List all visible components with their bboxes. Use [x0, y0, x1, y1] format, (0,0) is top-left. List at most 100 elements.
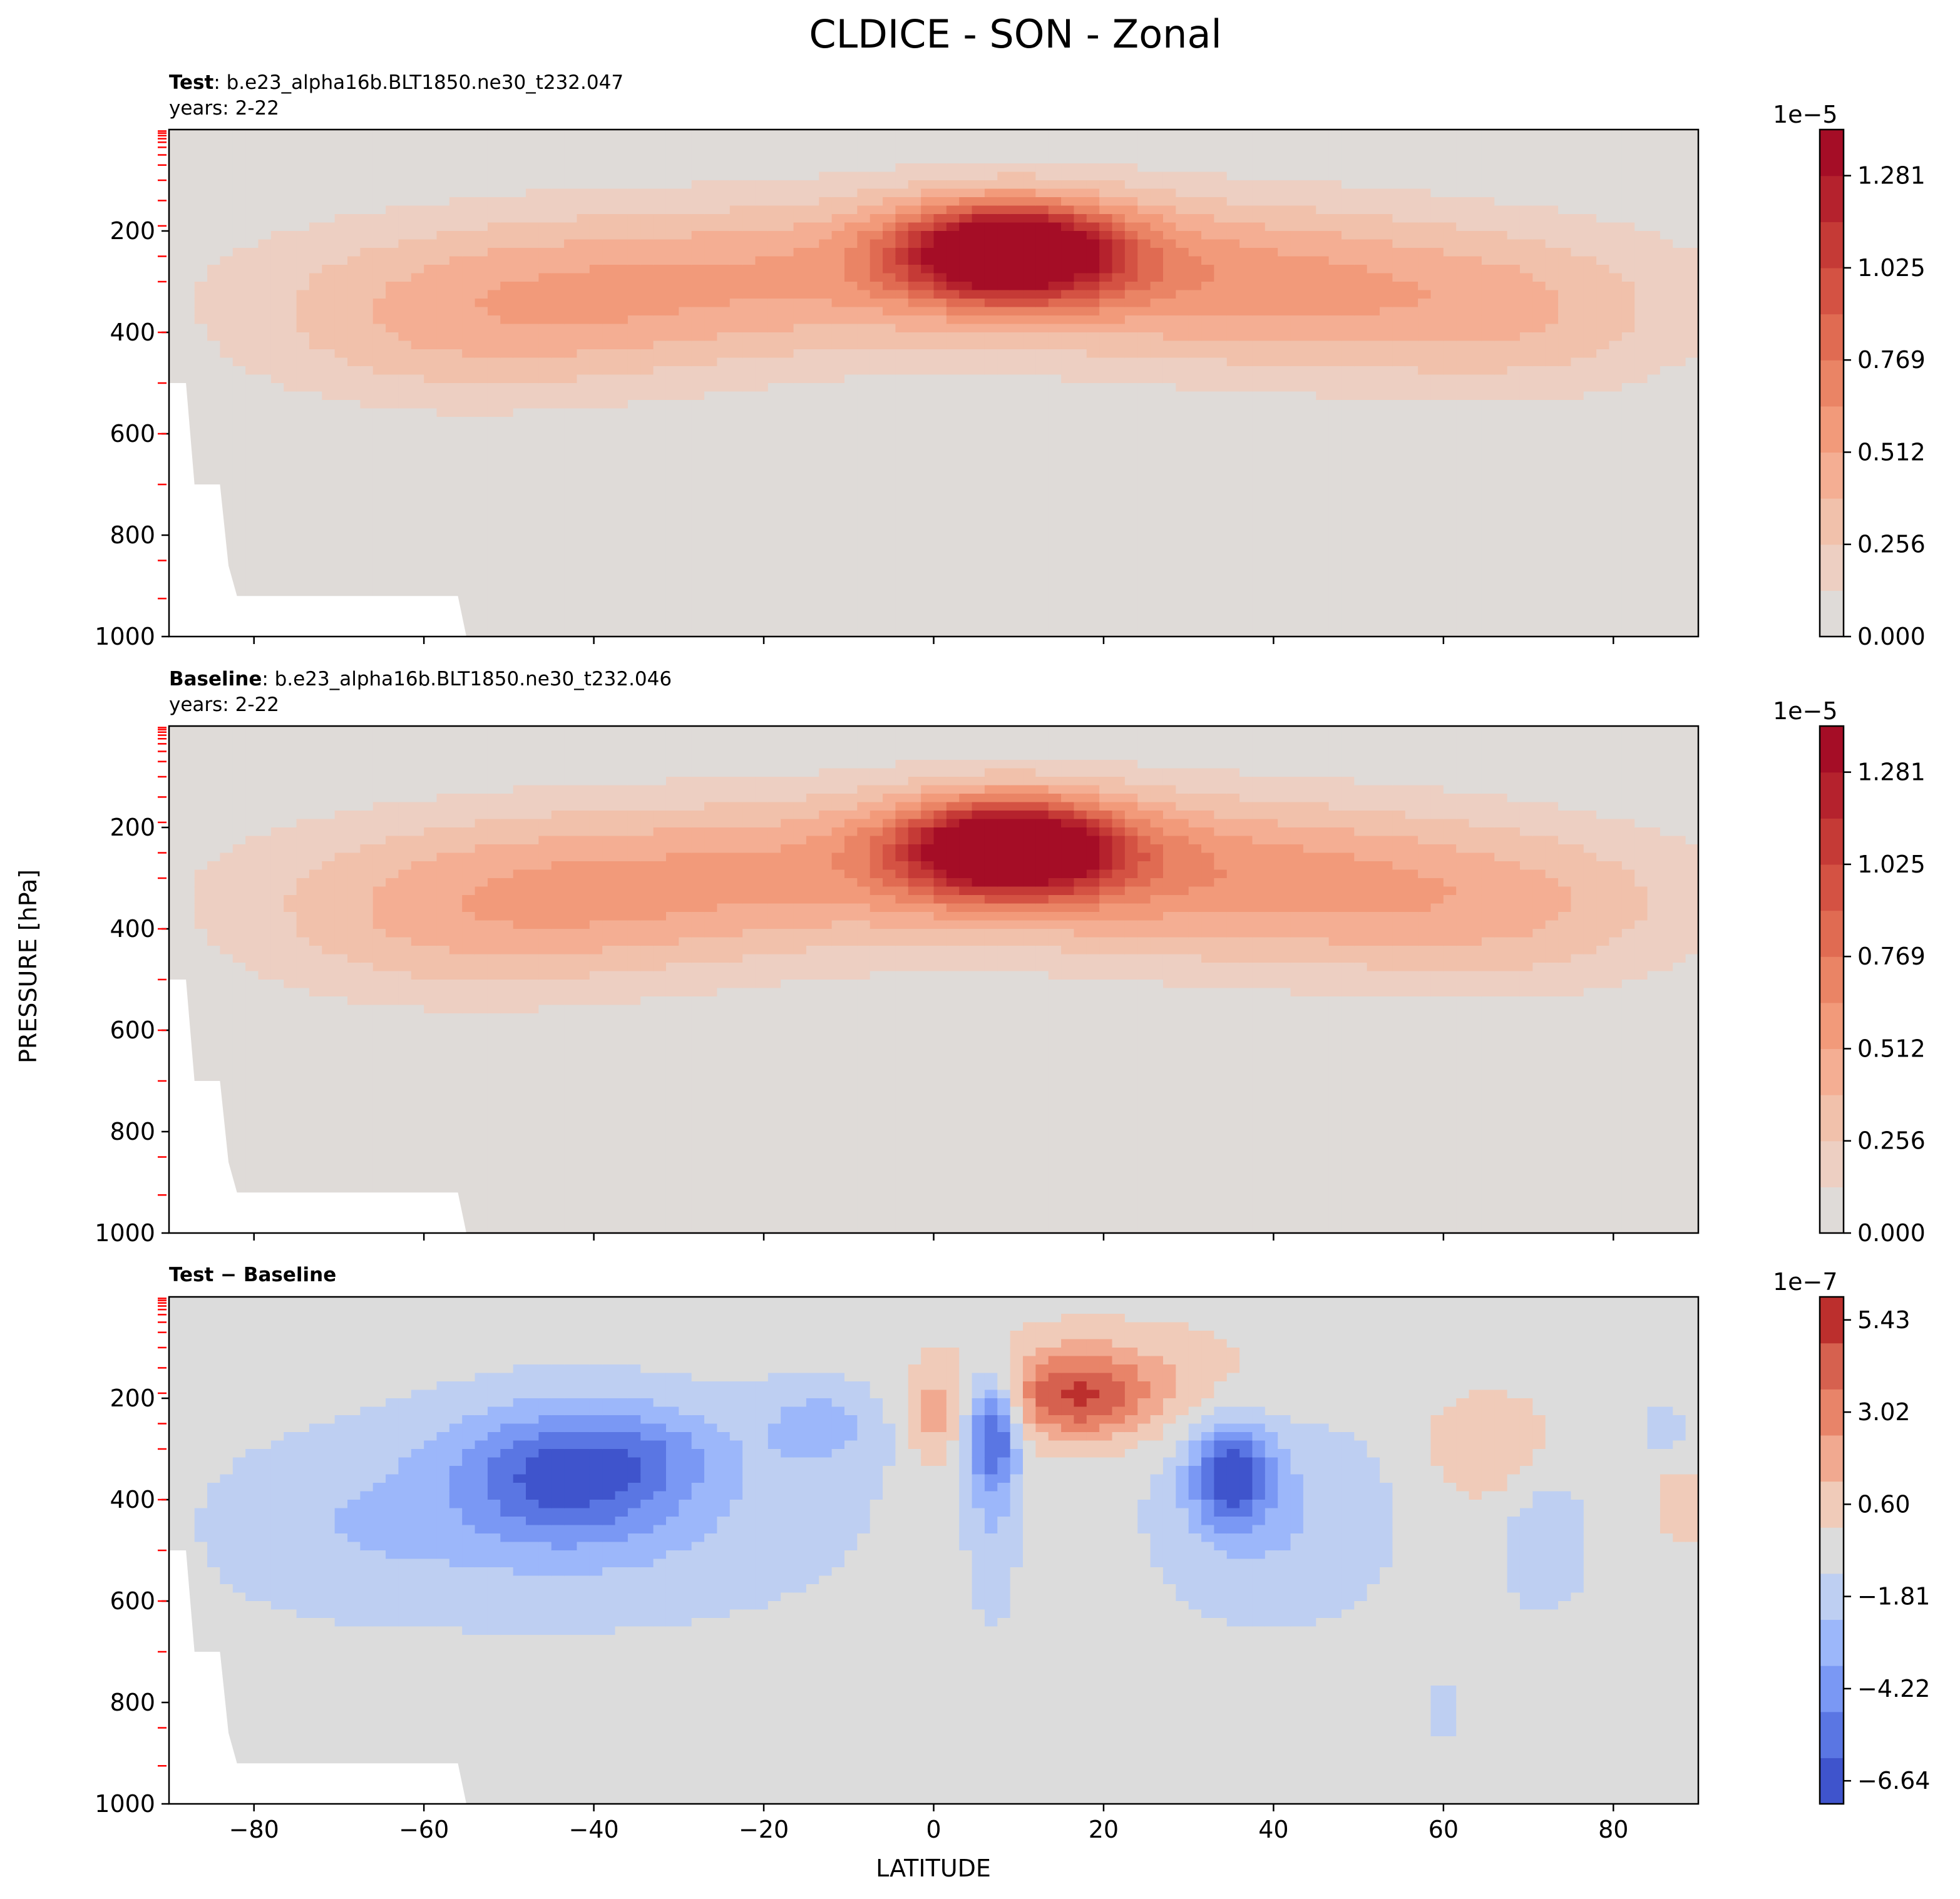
contour-cell: [1010, 299, 1024, 308]
contour-cell: [1112, 315, 1126, 325]
contour-cell: [883, 273, 896, 282]
contour-cell: [1201, 273, 1215, 282]
contour-cell: [526, 366, 540, 376]
contour-cell: [360, 451, 374, 460]
contour-cell: [207, 180, 221, 190]
contour-cell: [997, 628, 1011, 637]
contour-cell: [946, 476, 960, 485]
contour-cell: [997, 222, 1011, 232]
contour-cell: [232, 586, 246, 595]
contour-cell: [806, 205, 820, 215]
contour-cell: [679, 180, 692, 190]
contour-cell: [793, 560, 807, 570]
contour-cell: [704, 374, 718, 384]
contour-cell: [284, 315, 297, 325]
contour-cell: [908, 299, 921, 308]
contour-cell: [908, 324, 921, 333]
contour-cell: [602, 357, 616, 367]
contour-cell: [946, 155, 960, 164]
contour-cell: [462, 222, 476, 232]
contour-cell: [411, 493, 424, 502]
contour-cell: [182, 324, 195, 333]
contour-cell: [207, 146, 221, 156]
contour-cell: [921, 560, 935, 570]
contour-cell: [1099, 290, 1113, 299]
contour-cell: [551, 171, 565, 181]
contour-cell: [564, 324, 578, 333]
contour-cell: [526, 476, 540, 485]
contour-cell: [475, 468, 488, 477]
contour-cell: [232, 535, 246, 545]
contour-cell: [972, 493, 985, 502]
contour-cell: [270, 307, 285, 316]
contour-cell: [475, 256, 488, 265]
contour-cell: [1048, 138, 1062, 147]
contour-cell: [551, 569, 565, 578]
contour-cell: [781, 408, 794, 417]
contour-cell: [806, 163, 820, 173]
contour-cell: [372, 138, 386, 147]
contour-cell: [589, 332, 603, 342]
contour-cell: [577, 543, 590, 553]
contour-cell: [207, 476, 221, 485]
contour-cell: [424, 282, 438, 291]
contour-cell: [806, 256, 820, 265]
contour-cell: [436, 408, 450, 417]
contour-cell: [1112, 222, 1126, 232]
contour-cell: [742, 594, 756, 603]
contour-cell: [411, 383, 424, 392]
contour-cell: [793, 155, 807, 164]
contour-cell: [895, 628, 909, 637]
contour-cell: [538, 383, 552, 392]
contour-cell: [1124, 425, 1139, 434]
contour-cell: [1188, 197, 1202, 207]
contour-cell: [194, 332, 208, 342]
contour-cell: [1099, 349, 1113, 359]
contour-cell: [589, 222, 603, 232]
contour-cell: [526, 628, 540, 637]
contour-cell: [538, 603, 552, 612]
contour-cell: [615, 239, 629, 248]
contour-cell: [1124, 535, 1139, 545]
contour-cell: [1188, 391, 1202, 401]
contour-cell: [946, 425, 960, 434]
contour-cell: [1074, 493, 1087, 502]
contour-cell: [322, 239, 336, 248]
contour-cell: [398, 493, 412, 502]
contour-cell: [577, 188, 590, 198]
contour-cell: [984, 391, 998, 401]
contour-cell: [500, 332, 514, 342]
contour-cell: [984, 468, 998, 477]
contour-cell: [1150, 442, 1164, 451]
contour-cell: [704, 620, 718, 629]
contour-cell: [1086, 332, 1100, 342]
contour-cell: [1061, 146, 1075, 156]
contour-cell: [767, 543, 781, 553]
contour-cell: [767, 628, 781, 637]
contour-cell: [1099, 155, 1113, 164]
contour-cell: [372, 265, 386, 274]
contour-cell: [793, 349, 807, 359]
contour-cell: [806, 315, 820, 325]
contour-cell: [602, 265, 616, 274]
contour-cell: [1201, 315, 1215, 325]
contour-cell: [602, 628, 616, 637]
contour-cell: [232, 400, 246, 409]
contour-cell: [1099, 214, 1113, 223]
contour-cell: [284, 468, 297, 477]
contour-cell: [526, 577, 540, 586]
contour-cell: [424, 163, 438, 173]
contour-cell: [513, 586, 526, 595]
contour-cell: [551, 400, 565, 409]
contour-cell: [627, 493, 642, 502]
contour-cell: [424, 509, 438, 519]
contour-cell: [615, 560, 629, 570]
contour-cell: [258, 586, 272, 595]
contour-cell: [883, 408, 896, 417]
contour-cell: [755, 282, 769, 291]
contour-cell: [895, 543, 909, 553]
contour-cell: [793, 400, 807, 409]
contour-cell: [729, 307, 743, 316]
contour-cell: [921, 349, 935, 359]
contour-cell: [883, 324, 896, 333]
